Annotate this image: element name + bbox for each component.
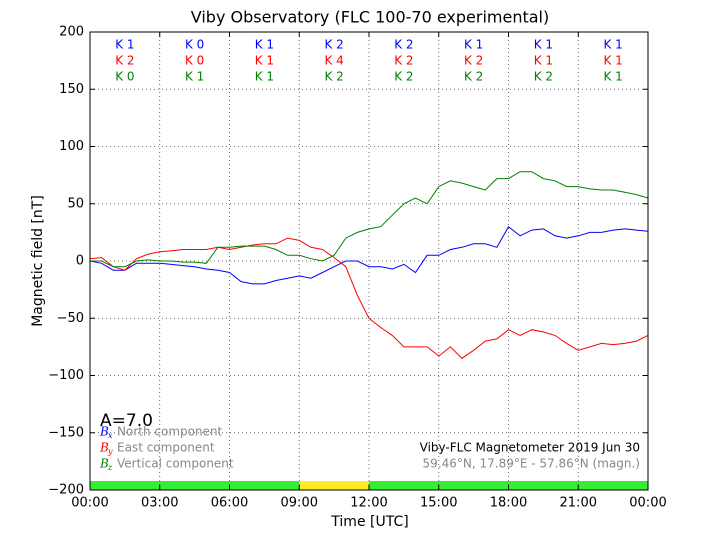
x-tick-label: 06:00 bbox=[211, 496, 248, 511]
k-index-label: K 1 bbox=[255, 54, 274, 68]
k-index-label: K 2 bbox=[394, 70, 413, 84]
legend-subscript: x bbox=[108, 431, 113, 440]
x-tick-label: 21:00 bbox=[560, 496, 597, 511]
legend-subscript: z bbox=[107, 463, 113, 472]
x-tick-label: 09:00 bbox=[281, 496, 318, 511]
x-tick-label: 00:00 bbox=[629, 496, 666, 511]
k-index-label: K 0 bbox=[185, 54, 204, 68]
k-index-label: K 2 bbox=[464, 70, 483, 84]
k-index-label: K 1 bbox=[603, 54, 622, 68]
k-index-label: K 2 bbox=[324, 38, 343, 52]
y-tick-label: −100 bbox=[48, 368, 84, 383]
plot-frame bbox=[89, 31, 649, 491]
data-line bbox=[89, 225, 649, 285]
y-tick-label: 200 bbox=[59, 25, 84, 40]
k-index-label: K 1 bbox=[185, 70, 204, 84]
k-index-label: K 1 bbox=[115, 38, 134, 52]
k-index-label: K 2 bbox=[464, 54, 483, 68]
legend-symbol: B bbox=[99, 441, 109, 455]
x-tick-label: 15:00 bbox=[420, 496, 457, 511]
k-index-label: K 2 bbox=[534, 70, 553, 84]
y-tick-label: −200 bbox=[48, 483, 84, 498]
y-tick-label: 50 bbox=[67, 196, 84, 211]
k-index-label: K 1 bbox=[255, 38, 274, 52]
k-index-label: K 1 bbox=[534, 38, 553, 52]
legend-label: North component bbox=[117, 425, 223, 439]
x-tick-label: 00:00 bbox=[71, 496, 108, 511]
k-index-label: K 0 bbox=[185, 38, 204, 52]
legend-symbol: B bbox=[99, 457, 109, 471]
x-tick-label: 12:00 bbox=[350, 496, 387, 511]
k-index-label: K 1 bbox=[255, 70, 274, 84]
legend-label: Vertical component bbox=[117, 457, 234, 471]
chart-title: Viby Observatory (FLC 100-70 experimenta… bbox=[191, 8, 550, 27]
k-index-label: K 2 bbox=[324, 70, 343, 84]
legend-label: East component bbox=[117, 441, 215, 455]
y-tick-label: 0 bbox=[76, 254, 84, 269]
status-segment bbox=[299, 481, 369, 490]
data-line bbox=[89, 237, 649, 359]
location-note: 59.46°N, 17.89°E - 57.86°N (magn.) bbox=[423, 457, 640, 471]
activity-index: A=7.0 bbox=[100, 411, 153, 431]
y-tick-label: −50 bbox=[57, 311, 84, 326]
k-index-label: K 2 bbox=[115, 54, 134, 68]
y-axis-label: Magnetic field [nT] bbox=[30, 195, 46, 327]
x-tick-label: 18:00 bbox=[490, 496, 527, 511]
y-tick-label: −150 bbox=[48, 425, 84, 440]
k-index-label: K 4 bbox=[324, 54, 343, 68]
k-index-label: K 2 bbox=[394, 38, 413, 52]
k-index-label: K 2 bbox=[394, 54, 413, 68]
y-tick-label: 150 bbox=[59, 82, 84, 97]
status-segment bbox=[90, 481, 300, 490]
station-note: Viby-FLC Magnetometer 2019 Jun 30 bbox=[420, 441, 640, 455]
k-index-label: K 1 bbox=[603, 70, 622, 84]
legend-symbol: B bbox=[99, 425, 109, 439]
legend-subscript: y bbox=[107, 447, 113, 456]
data-line bbox=[90, 171, 649, 268]
k-index-label: K 0 bbox=[115, 70, 134, 84]
y-tick-label: 100 bbox=[59, 139, 84, 154]
k-index-label: K 1 bbox=[603, 38, 622, 52]
x-axis-label: Time [UTC] bbox=[330, 514, 408, 530]
k-index-label: K 1 bbox=[464, 38, 483, 52]
x-tick-label: 03:00 bbox=[141, 496, 178, 511]
k-index-label: K 1 bbox=[534, 54, 553, 68]
